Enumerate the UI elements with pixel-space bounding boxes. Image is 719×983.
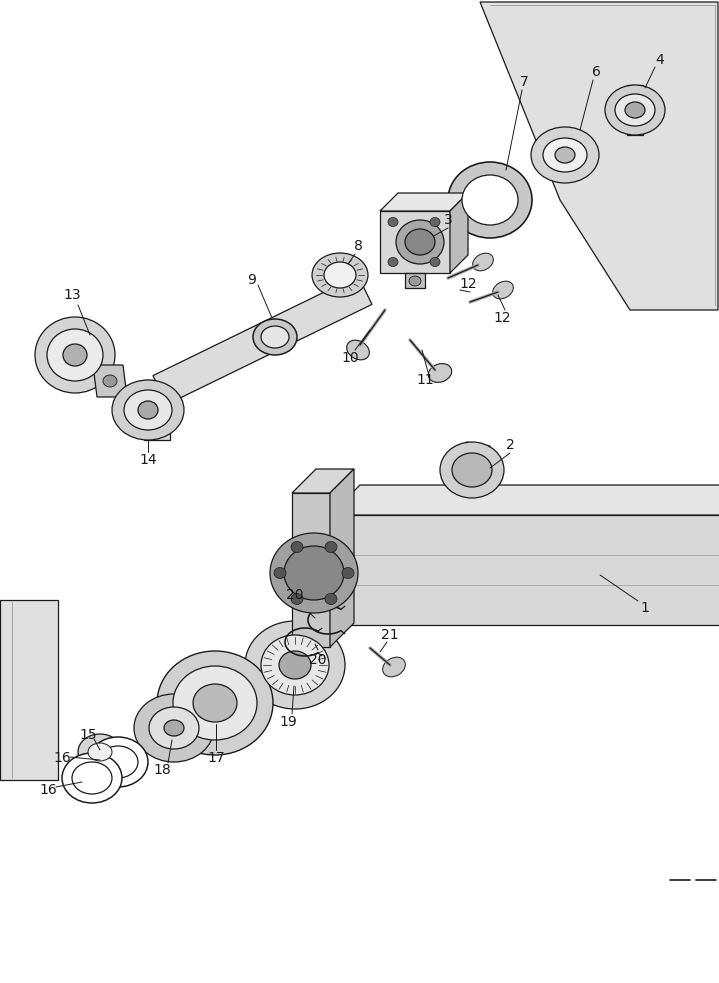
Ellipse shape	[388, 217, 398, 226]
Polygon shape	[405, 273, 425, 288]
Ellipse shape	[88, 743, 112, 761]
Text: 14: 14	[139, 453, 157, 467]
Text: 11: 11	[416, 373, 434, 387]
Ellipse shape	[388, 258, 398, 266]
Polygon shape	[153, 275, 372, 404]
Polygon shape	[480, 2, 718, 310]
Ellipse shape	[291, 594, 303, 605]
Text: 20: 20	[309, 653, 326, 667]
Polygon shape	[292, 493, 330, 647]
Ellipse shape	[103, 375, 117, 387]
Ellipse shape	[312, 253, 368, 297]
Text: 7: 7	[520, 75, 528, 89]
Polygon shape	[330, 485, 719, 515]
Text: 16: 16	[53, 751, 71, 765]
Ellipse shape	[615, 94, 655, 126]
Ellipse shape	[149, 707, 199, 749]
Polygon shape	[380, 193, 468, 211]
Ellipse shape	[78, 734, 122, 770]
Text: 15: 15	[79, 728, 97, 742]
Ellipse shape	[112, 380, 184, 440]
Text: 8: 8	[354, 239, 362, 253]
Ellipse shape	[88, 737, 148, 787]
Polygon shape	[627, 85, 643, 135]
Ellipse shape	[462, 175, 518, 225]
Ellipse shape	[430, 217, 440, 226]
Ellipse shape	[543, 138, 587, 172]
Ellipse shape	[325, 542, 337, 552]
Polygon shape	[0, 600, 58, 780]
Polygon shape	[144, 380, 170, 440]
Ellipse shape	[124, 390, 172, 430]
Ellipse shape	[324, 262, 356, 288]
Ellipse shape	[452, 453, 492, 487]
Polygon shape	[330, 515, 719, 625]
Text: 1: 1	[641, 601, 649, 615]
Ellipse shape	[47, 329, 103, 381]
Ellipse shape	[253, 319, 297, 355]
Ellipse shape	[605, 85, 665, 135]
Ellipse shape	[625, 102, 645, 118]
Ellipse shape	[383, 658, 406, 677]
Ellipse shape	[193, 684, 237, 722]
Ellipse shape	[138, 401, 158, 419]
Ellipse shape	[429, 364, 452, 382]
Ellipse shape	[409, 276, 421, 286]
Ellipse shape	[291, 542, 303, 552]
Ellipse shape	[342, 567, 354, 579]
Ellipse shape	[493, 281, 513, 299]
Text: 6: 6	[592, 65, 600, 79]
Text: 10: 10	[342, 351, 359, 365]
Ellipse shape	[347, 340, 370, 360]
Text: 21: 21	[381, 628, 399, 642]
Ellipse shape	[440, 442, 504, 498]
Ellipse shape	[531, 127, 599, 183]
Ellipse shape	[173, 666, 257, 740]
Ellipse shape	[284, 546, 344, 600]
Text: 12: 12	[493, 311, 510, 325]
Ellipse shape	[35, 317, 115, 393]
Text: 2: 2	[505, 438, 514, 452]
Polygon shape	[466, 442, 490, 498]
Ellipse shape	[279, 651, 311, 679]
Ellipse shape	[555, 147, 575, 163]
Text: 12: 12	[459, 277, 477, 291]
Ellipse shape	[245, 621, 345, 709]
Ellipse shape	[472, 254, 493, 271]
Text: 9: 9	[247, 273, 257, 287]
Text: 20: 20	[286, 588, 303, 602]
Polygon shape	[330, 469, 354, 647]
Ellipse shape	[261, 326, 289, 348]
Ellipse shape	[62, 753, 122, 803]
Text: 16: 16	[39, 783, 57, 797]
Ellipse shape	[157, 651, 273, 755]
Ellipse shape	[430, 258, 440, 266]
Ellipse shape	[164, 720, 184, 736]
Ellipse shape	[325, 594, 337, 605]
Text: 17: 17	[207, 751, 225, 765]
Polygon shape	[450, 193, 468, 273]
Polygon shape	[292, 469, 354, 493]
Ellipse shape	[405, 229, 435, 255]
Text: 19: 19	[279, 715, 297, 729]
Polygon shape	[380, 211, 450, 273]
Ellipse shape	[98, 746, 138, 778]
Ellipse shape	[270, 533, 358, 613]
Ellipse shape	[134, 694, 214, 762]
Polygon shape	[93, 365, 127, 397]
Ellipse shape	[396, 220, 444, 264]
Text: 18: 18	[153, 763, 171, 777]
Ellipse shape	[261, 635, 329, 695]
Ellipse shape	[274, 567, 286, 579]
Ellipse shape	[63, 344, 87, 366]
Ellipse shape	[448, 162, 532, 238]
Ellipse shape	[72, 762, 112, 794]
Text: 4: 4	[656, 53, 664, 67]
Text: 13: 13	[63, 288, 81, 302]
Text: 3: 3	[444, 213, 452, 227]
